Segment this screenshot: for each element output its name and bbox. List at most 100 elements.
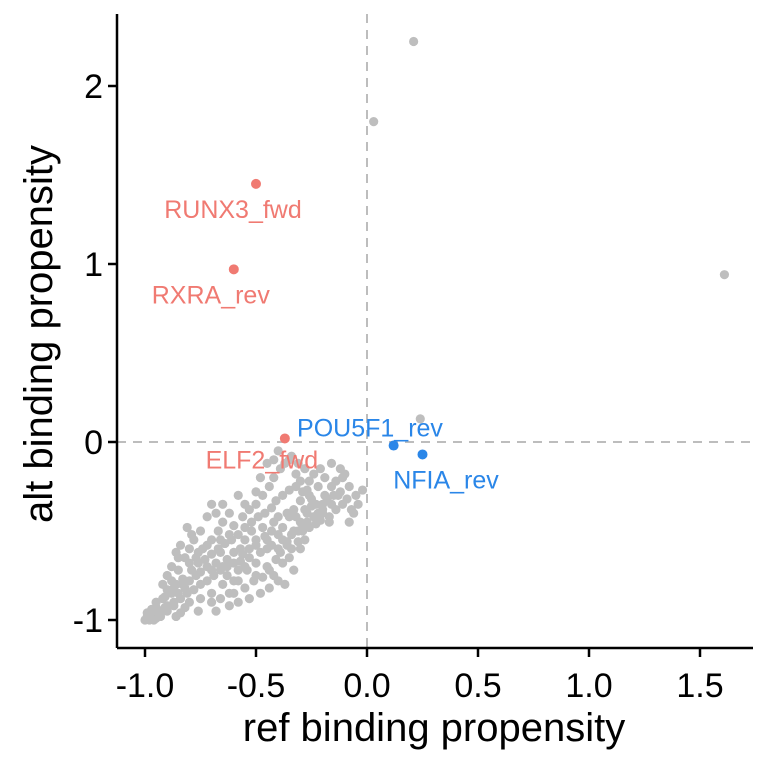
data-point	[282, 537, 292, 547]
data-point	[251, 535, 261, 545]
data-point	[304, 490, 314, 500]
data-point	[191, 553, 201, 563]
data-point	[193, 606, 203, 616]
data-point	[353, 499, 363, 509]
data-point	[289, 565, 299, 575]
data-point	[233, 576, 243, 586]
point-label: RXRA_rev	[152, 281, 271, 309]
data-point	[266, 526, 277, 536]
data-point	[218, 517, 228, 527]
data-point	[302, 508, 312, 518]
point-label: POU5F1_rev	[297, 415, 443, 443]
data-point	[229, 521, 239, 531]
data-point	[269, 473, 279, 483]
data-point	[215, 594, 226, 604]
data-point	[313, 481, 323, 492]
y-tick-label: 2	[84, 68, 103, 106]
data-point	[306, 501, 317, 511]
data-point	[207, 597, 217, 607]
data-point	[213, 526, 223, 536]
data-point	[357, 485, 368, 495]
data-point	[218, 499, 228, 509]
data-point	[222, 554, 232, 565]
data-point	[309, 469, 319, 479]
data-point	[238, 549, 248, 559]
data-point	[275, 464, 286, 474]
data-point	[304, 476, 314, 486]
data-point	[344, 517, 354, 527]
data-point	[167, 562, 177, 572]
data-point	[240, 522, 250, 533]
highlighted-point	[417, 449, 428, 460]
data-point	[169, 583, 179, 593]
x-tick-label: 1.5	[676, 667, 723, 705]
data-point	[209, 570, 219, 581]
data-point	[264, 481, 274, 492]
data-point	[719, 270, 730, 280]
data-point	[369, 117, 379, 127]
data-point	[280, 579, 290, 590]
data-point	[175, 594, 186, 604]
annotations: RUNX3_fwd RXRA_rev ELF2_fwd POU5F1_rev NFIA_…	[152, 196, 500, 495]
data-point	[269, 455, 279, 465]
data-point	[224, 601, 234, 611]
data-point	[162, 570, 172, 581]
data-point	[215, 565, 226, 575]
data-point	[187, 529, 197, 540]
data-point	[409, 36, 419, 47]
data-point	[207, 499, 217, 509]
y-tick-label: -1	[73, 602, 103, 640]
data-point	[335, 487, 345, 497]
data-point	[178, 579, 188, 590]
data-point	[229, 588, 239, 598]
data-point	[207, 588, 217, 598]
data-point	[211, 606, 221, 616]
data-point	[293, 458, 303, 468]
data-point	[229, 547, 239, 557]
data-point	[215, 535, 226, 545]
point-label: ELF2_fwd	[206, 446, 319, 474]
data-point	[218, 579, 228, 590]
y-tick-label: 1	[84, 246, 103, 284]
data-point	[246, 517, 257, 527]
data-point	[195, 567, 206, 577]
data-point	[240, 535, 250, 545]
data-point	[169, 601, 179, 611]
data-point	[215, 547, 226, 557]
data-point	[258, 490, 268, 500]
data-point	[295, 544, 305, 554]
data-point	[233, 490, 243, 500]
data-point	[351, 490, 361, 500]
data-point	[326, 458, 337, 468]
data-point	[242, 565, 252, 575]
data-point	[160, 602, 170, 613]
highlighted-point	[279, 433, 290, 444]
data-point	[273, 512, 283, 522]
data-point	[346, 505, 357, 515]
data-point	[249, 576, 259, 586]
data-point	[144, 615, 155, 625]
data-point	[240, 499, 250, 509]
x-tick-label: -1.0	[116, 667, 175, 705]
data-point	[291, 469, 301, 479]
data-point	[271, 496, 281, 506]
data-point	[233, 529, 243, 540]
data-point	[151, 597, 161, 607]
data-point	[337, 499, 348, 509]
y-tick-label: 0	[84, 424, 103, 462]
point-label: NFIA_rev	[393, 466, 499, 494]
data-point	[271, 554, 281, 565]
data-point	[278, 522, 288, 533]
data-point	[278, 490, 288, 500]
data-point	[226, 535, 237, 545]
point-label: RUNX3_fwd	[164, 196, 302, 224]
x-tick-label: 1.0	[565, 667, 612, 705]
data-point	[264, 565, 274, 575]
data-point	[184, 544, 194, 554]
data-point	[300, 464, 310, 474]
data-point	[320, 490, 330, 500]
data-point	[286, 451, 297, 461]
x-tick-label: 0.5	[454, 667, 501, 705]
data-point	[207, 535, 217, 545]
